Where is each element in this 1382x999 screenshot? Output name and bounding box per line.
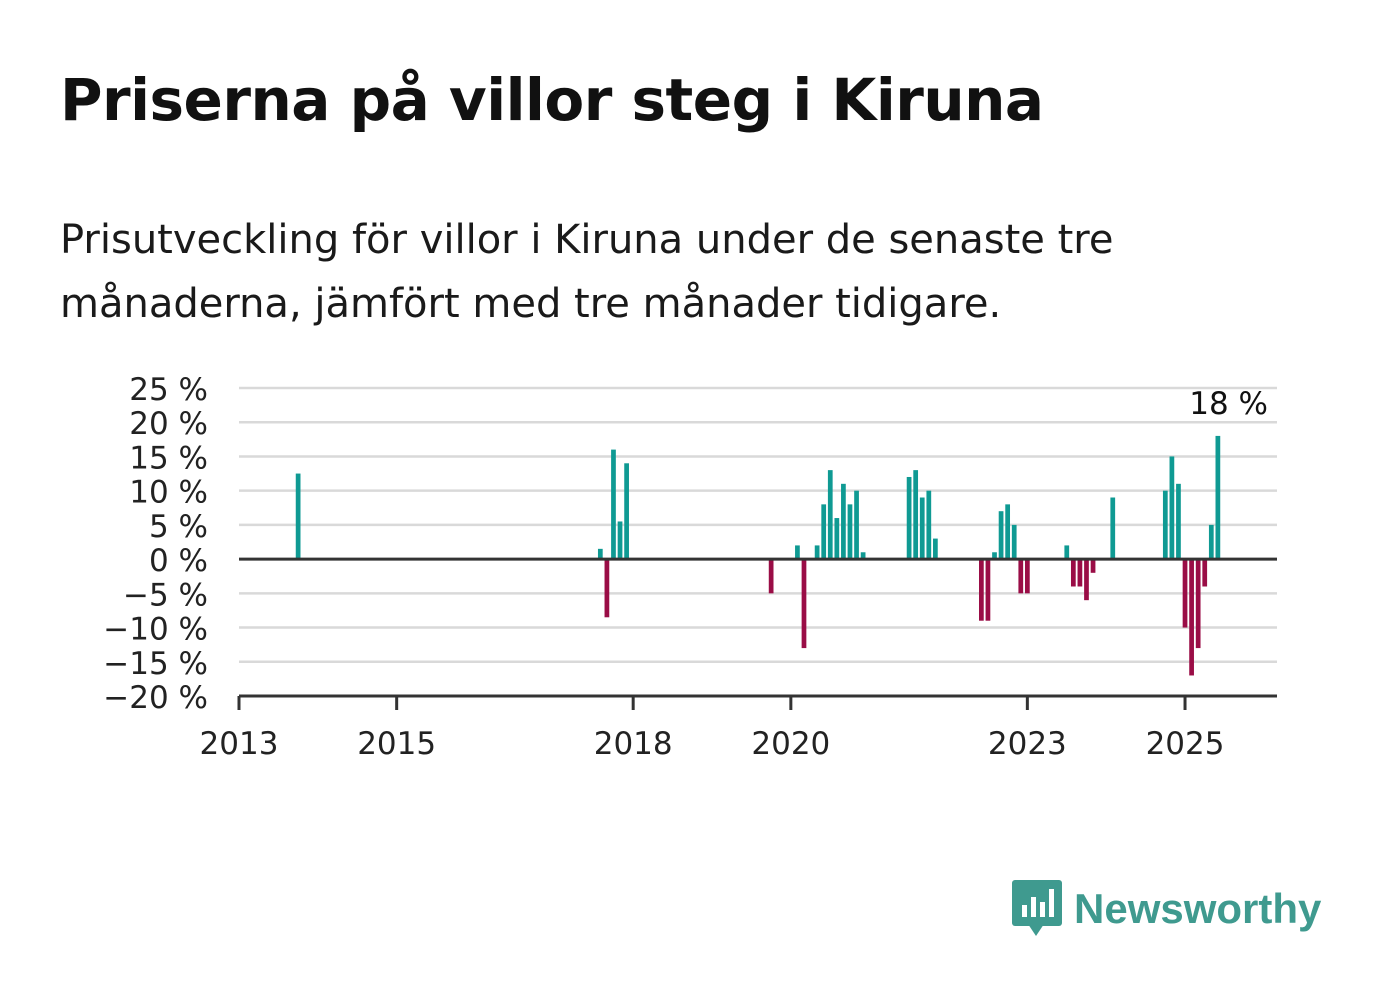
bar <box>821 504 827 560</box>
bar <box>847 504 853 560</box>
bar <box>1202 559 1208 587</box>
bar <box>1110 497 1116 560</box>
bar <box>1090 559 1096 573</box>
bar <box>1215 435 1221 560</box>
bar <box>1162 490 1168 560</box>
x-tick-label: 2023 <box>988 726 1067 762</box>
x-tick-label: 2018 <box>594 726 673 762</box>
x-tick-label: 2013 <box>200 726 279 762</box>
bar <box>795 545 800 560</box>
bar <box>1084 559 1089 601</box>
y-tick-label: 0 % <box>149 543 208 579</box>
newsworthy-logo-icon <box>1012 880 1062 936</box>
bar <box>992 552 997 560</box>
y-tick-label: 25 % <box>129 372 208 408</box>
bar <box>1169 456 1175 560</box>
bar <box>1064 545 1070 560</box>
bar <box>1182 559 1188 628</box>
y-tick-label: 20 % <box>129 406 208 442</box>
x-tick-label: 2020 <box>751 726 830 762</box>
chart-subtitle: Prisutveckling för villor i Kiruna under… <box>60 217 1114 327</box>
bar <box>1176 483 1181 560</box>
bar-annotation: 18 % <box>1189 386 1268 422</box>
x-tick-label: 2015 <box>357 726 436 762</box>
bar <box>768 559 774 594</box>
bar <box>1070 559 1076 587</box>
bar <box>611 449 616 560</box>
bar <box>841 483 846 560</box>
bar <box>597 548 603 560</box>
newsworthy-logo: Newsworthy <box>1010 878 1321 940</box>
brand-name: Newsworthy <box>1074 885 1322 932</box>
y-tick-label: 5 % <box>149 509 208 545</box>
bar <box>1189 559 1194 676</box>
bar <box>1208 524 1214 560</box>
y-tick-label: −5 % <box>123 577 208 613</box>
bar <box>985 559 991 621</box>
bar <box>913 470 919 560</box>
bar <box>624 463 629 560</box>
bar <box>919 497 925 560</box>
bar <box>295 473 301 560</box>
bar <box>933 538 938 560</box>
bar <box>834 518 840 560</box>
bar <box>998 511 1004 560</box>
bar <box>860 552 866 560</box>
y-tick-label: 15 % <box>129 440 208 476</box>
y-tick-label: −20 % <box>103 680 208 716</box>
bar <box>979 559 984 621</box>
bar <box>801 559 807 649</box>
bar <box>1024 559 1030 594</box>
y-tick-label: −15 % <box>103 646 208 682</box>
x-tick-label: 2025 <box>1146 726 1225 762</box>
bar <box>1018 559 1024 594</box>
bar <box>1195 559 1201 649</box>
bar <box>854 490 859 560</box>
y-tick-label: −10 % <box>103 612 208 648</box>
bar <box>926 490 932 560</box>
y-tick-label: 10 % <box>129 475 208 511</box>
bar <box>604 559 610 618</box>
bar <box>906 476 912 560</box>
bar <box>617 521 623 560</box>
bar <box>814 545 820 560</box>
chart-title: Priserna på villor steg i Kiruna <box>60 66 1044 134</box>
bar <box>1011 524 1017 560</box>
bar <box>827 470 833 560</box>
bar-chart: 25 %20 %15 %10 %5 %0 %−5 %−10 %−15 %−20 … <box>103 372 1277 762</box>
bar <box>1077 559 1083 587</box>
bar <box>1005 504 1011 560</box>
